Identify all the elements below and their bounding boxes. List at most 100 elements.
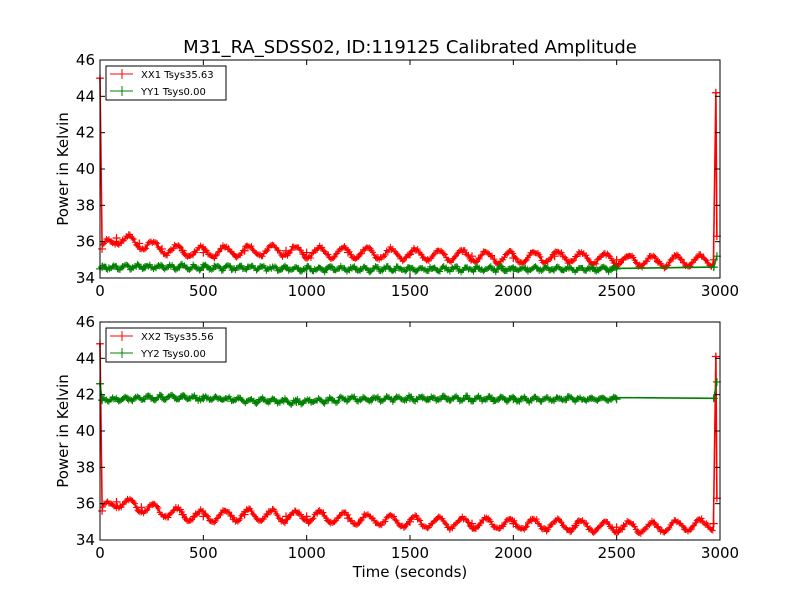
top-x-tick-label: 1000: [288, 282, 326, 300]
bottom-y-tick-label: 40: [76, 422, 95, 440]
bottom-data-point-yy2: [612, 395, 621, 404]
top-x-tick-label: 2000: [494, 282, 532, 300]
top-data-point-xx1: [468, 252, 476, 261]
top-data-point-xx1: [199, 248, 208, 257]
top-data-point-xx1: [158, 244, 166, 253]
top-data-point-xx1: [302, 248, 311, 257]
bottom-data-point-xx2: [509, 519, 518, 528]
bottom-data-point-xx2: [282, 512, 290, 521]
bottom-data-point-xx2: [137, 503, 146, 512]
top-data-point-yy1: [199, 263, 208, 272]
bottom-legend-label-xx2: XX2 Tsys35.56: [141, 332, 214, 343]
top-data-point-xx1: [654, 257, 662, 266]
bottom-legend: XX2 Tsys35.56 YY2 Tsys0.00: [105, 327, 227, 363]
bottom-data-point-yy2: [344, 395, 352, 404]
bottom-x-tick-label: 2500: [598, 544, 636, 562]
top-data-point-xx1: [612, 255, 621, 264]
bottom-y-tick-label: 38: [76, 458, 95, 476]
bottom-data-point-xx2: [112, 497, 121, 506]
bottom-legend-box: [105, 327, 227, 363]
top-data-point-xx1: [509, 254, 518, 263]
top-subplot: 0 500 1000 1500 2000 2500 3000 34 36 38 40 42 44 46 P…: [54, 51, 739, 300]
top-data-point-yy1: [302, 264, 311, 273]
top-x-tick-label: 3000: [701, 282, 739, 300]
top-data-point-xx1: [550, 252, 559, 261]
top-y-tick-label: 42: [76, 124, 95, 142]
x-axis-label: Time (seconds): [352, 563, 468, 581]
top-legend-box: [105, 65, 227, 101]
top-x-tick-label: 1500: [391, 282, 429, 300]
bottom-x-tick-label: 1500: [391, 544, 429, 562]
bottom-x-tick-label: 3000: [701, 544, 739, 562]
bottom-data-point-yy2: [292, 397, 301, 406]
top-data-point-xx1: [178, 246, 187, 255]
bottom-data-point-xx2: [654, 523, 662, 532]
bottom-data-point-xx2: [711, 352, 720, 361]
bottom-data-point-xx2: [302, 512, 311, 521]
bottom-x-tick-label: 1000: [288, 544, 326, 562]
top-legend-label-yy1: YY1 Tsys0.00: [140, 87, 206, 98]
bottom-y-tick-label: 34: [76, 531, 95, 549]
top-y-tick-label: 46: [76, 51, 95, 69]
bottom-data-point-yy2: [509, 395, 518, 404]
bottom-data-point-yy2: [406, 394, 414, 403]
top-y-tick-label: 44: [76, 87, 95, 105]
top-data-point-xx1: [282, 246, 290, 255]
bottom-y-tick-label: 46: [76, 313, 95, 331]
bottom-ticks: 0 500 1000 1500 2000 2500 3000 34 36 38 40 42 44 46: [76, 313, 739, 562]
top-data-point-xx1: [711, 88, 720, 97]
bottom-data-point-yy2: [158, 393, 166, 402]
bottom-y-tick-label: 44: [76, 349, 95, 367]
bottom-legend-label-yy2: YY2 Tsys0.00: [140, 349, 206, 360]
top-ticks: 0 500 1000 1500 2000 2500 3000 34 36 38 40 42 44 46: [76, 51, 739, 300]
top-data-point-xx1: [344, 248, 352, 257]
top-y-tick-label: 38: [76, 196, 95, 214]
top-legend: XX1 Tsys35.63 YY1 Tsys0.00: [105, 65, 227, 101]
bottom-data-point-yy2: [709, 394, 718, 403]
bottom-data-point-xx2: [709, 519, 718, 528]
bottom-data-point-xx2: [571, 521, 580, 530]
bottom-legend-marker-xx2: [117, 331, 127, 341]
chart-title: M31_RA_SDSS02, ID:119125 Calibrated Ampl…: [183, 37, 637, 58]
top-data-point-yy1: [406, 264, 414, 273]
top-data-point-yy1: [709, 263, 718, 272]
bottom-y-axis-label: Power in Kelvin: [54, 374, 72, 488]
bottom-legend-marker-yy2: [117, 348, 127, 358]
bottom-data-point-xx2: [178, 510, 187, 519]
top-data-point-yy1: [98, 263, 107, 272]
top-legend-marker-yy1: [117, 86, 127, 96]
top-data-point-yy1: [612, 264, 621, 273]
top-data-point-xx1: [98, 244, 107, 253]
bottom-data-point-xx2: [344, 514, 352, 523]
top-y-tick-label: 40: [76, 160, 95, 178]
bottom-data-point-yy2: [199, 394, 208, 403]
top-x-tick-label: 500: [189, 282, 218, 300]
bottom-data-point-xx2: [240, 510, 249, 519]
bottom-data-point-xx2: [468, 519, 476, 528]
top-x-tick-label: 0: [95, 282, 105, 300]
bottom-data-point-xx2: [199, 512, 208, 521]
bottom-data-point-xx2: [406, 517, 414, 526]
top-x-tick-label: 2500: [598, 282, 636, 300]
top-legend-label-xx1: XX1 Tsys35.63: [141, 70, 214, 81]
top-legend-marker-xx1: [117, 69, 127, 79]
bottom-data-point-xx2: [98, 506, 107, 515]
bottom-x-tick-label: 2000: [494, 544, 532, 562]
top-y-tick-label: 34: [76, 269, 95, 287]
top-plot-marks: [96, 74, 721, 276]
bottom-y-tick-label: 36: [76, 495, 95, 513]
top-y-axis-label: Power in Kelvin: [54, 112, 72, 226]
bottom-data-point-yy2: [98, 396, 107, 405]
bottom-data-point-xx2: [612, 523, 621, 532]
bottom-x-tick-label: 0: [95, 544, 105, 562]
top-data-point-yy1: [509, 264, 518, 273]
top-data-point-xx1: [240, 246, 249, 255]
top-data-point-xx1: [112, 234, 121, 243]
top-y-tick-label: 36: [76, 233, 95, 251]
top-data-point-xx1: [135, 239, 144, 248]
bottom-y-tick-label: 42: [76, 386, 95, 404]
bottom-subplot: 0 500 1000 1500 2000 2500 3000 34 36 38 40 42 44 46 P…: [54, 313, 739, 581]
bottom-x-tick-label: 500: [189, 544, 218, 562]
top-data-point-xx1: [406, 250, 414, 259]
